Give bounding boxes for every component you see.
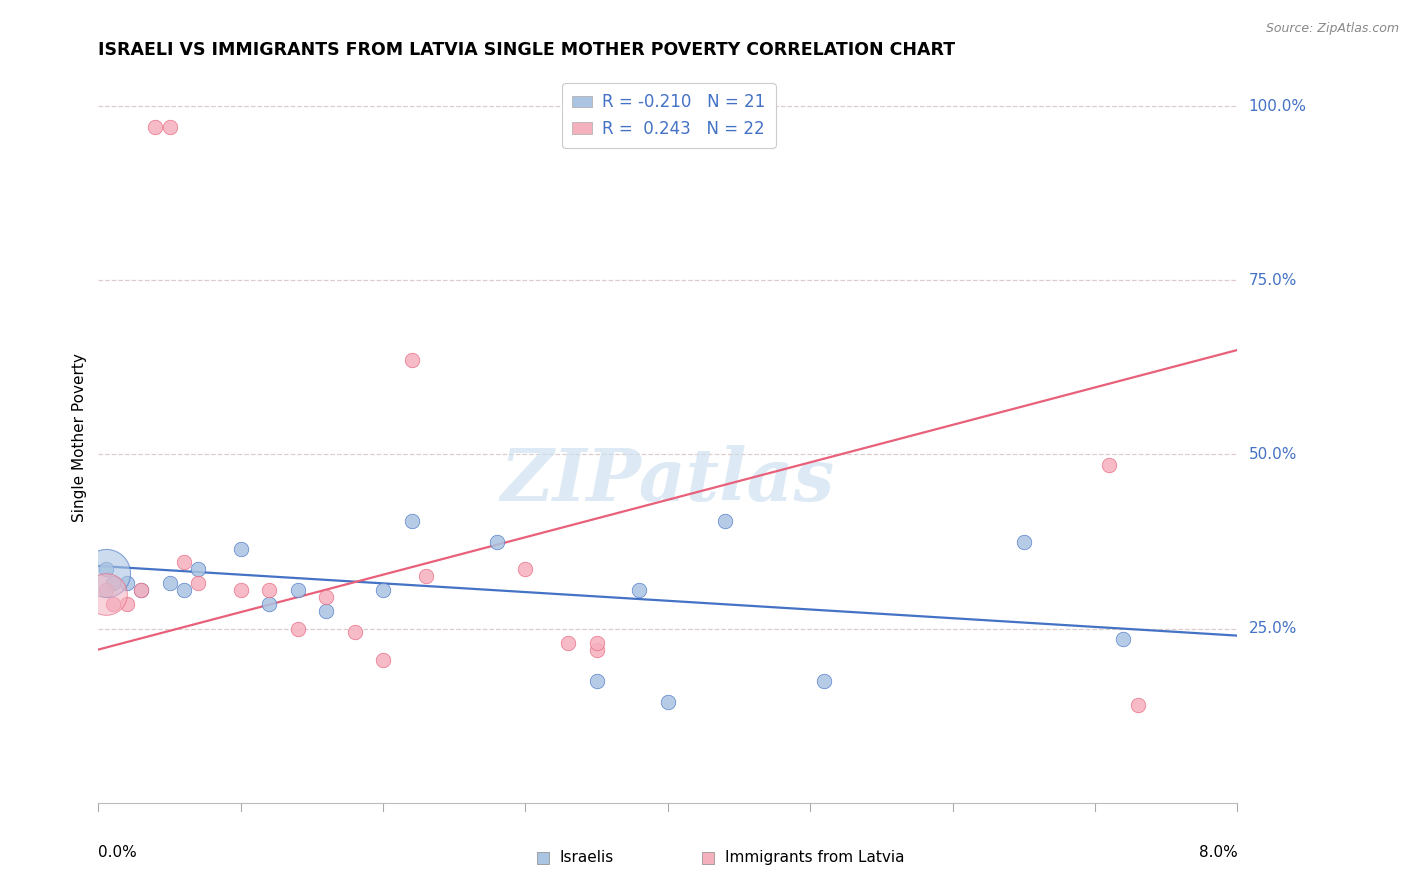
Point bbox=[101, 576, 124, 591]
Point bbox=[714, 514, 737, 528]
Point bbox=[94, 562, 117, 576]
Point bbox=[159, 120, 181, 134]
Point bbox=[415, 569, 437, 583]
Point bbox=[94, 587, 117, 601]
Point bbox=[129, 583, 152, 598]
Text: Source: ZipAtlas.com: Source: ZipAtlas.com bbox=[1265, 22, 1399, 36]
Point bbox=[1012, 534, 1035, 549]
Point bbox=[657, 695, 679, 709]
Point bbox=[101, 597, 124, 611]
Text: 50.0%: 50.0% bbox=[1249, 447, 1296, 462]
Text: 75.0%: 75.0% bbox=[1249, 273, 1296, 288]
Point bbox=[315, 591, 337, 605]
Point bbox=[129, 583, 152, 598]
Y-axis label: Single Mother Poverty: Single Mother Poverty bbox=[72, 352, 87, 522]
Legend: R = -0.210   N = 21, R =  0.243   N = 22: R = -0.210 N = 21, R = 0.243 N = 22 bbox=[562, 83, 776, 148]
Point bbox=[115, 576, 138, 591]
Point bbox=[585, 673, 607, 688]
Point bbox=[159, 576, 181, 591]
Point bbox=[229, 583, 252, 598]
Point bbox=[343, 625, 366, 640]
Point bbox=[585, 635, 607, 649]
Point bbox=[173, 583, 195, 598]
Point bbox=[1112, 632, 1135, 646]
Point bbox=[315, 604, 337, 618]
Point bbox=[401, 353, 423, 368]
Point bbox=[557, 635, 579, 649]
Text: ISRAELI VS IMMIGRANTS FROM LATVIA SINGLE MOTHER POVERTY CORRELATION CHART: ISRAELI VS IMMIGRANTS FROM LATVIA SINGLE… bbox=[98, 41, 956, 59]
Point bbox=[371, 583, 394, 598]
Point bbox=[813, 673, 835, 688]
Text: 100.0%: 100.0% bbox=[1249, 99, 1306, 113]
Text: Immigrants from Latvia: Immigrants from Latvia bbox=[725, 850, 904, 865]
Point bbox=[585, 642, 607, 657]
Point bbox=[259, 583, 281, 598]
Point bbox=[371, 653, 394, 667]
Point bbox=[287, 583, 309, 598]
Point bbox=[229, 541, 252, 556]
Point bbox=[115, 597, 138, 611]
Point bbox=[401, 514, 423, 528]
Point bbox=[515, 562, 537, 576]
Point bbox=[173, 556, 195, 570]
Point bbox=[187, 562, 209, 576]
Point bbox=[259, 597, 281, 611]
Point bbox=[1126, 698, 1149, 713]
Point bbox=[486, 534, 509, 549]
Point bbox=[94, 566, 117, 580]
Text: 25.0%: 25.0% bbox=[1249, 621, 1296, 636]
Text: 0.0%: 0.0% bbox=[98, 845, 138, 860]
Text: Israelis: Israelis bbox=[560, 850, 614, 865]
Text: ZIPatlas: ZIPatlas bbox=[501, 445, 835, 516]
Point bbox=[1098, 458, 1121, 472]
Point bbox=[94, 583, 117, 598]
Text: 8.0%: 8.0% bbox=[1198, 845, 1237, 860]
Point bbox=[287, 622, 309, 636]
Point bbox=[145, 120, 167, 134]
Point bbox=[187, 576, 209, 591]
Point bbox=[628, 583, 651, 598]
